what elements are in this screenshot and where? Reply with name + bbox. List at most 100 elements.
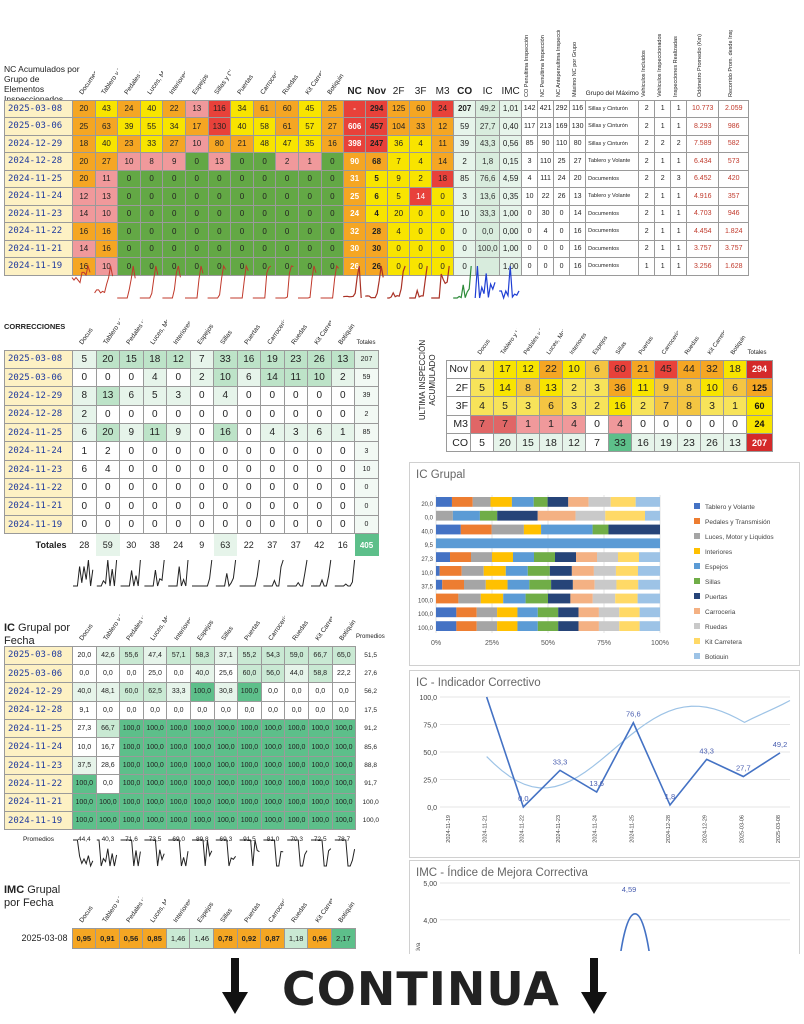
nc-right-cell: 4.454 xyxy=(686,222,720,241)
nc-extra-header-label: 3F xyxy=(414,85,427,97)
nc-right-header-label: CO Penultima Inspección xyxy=(523,34,530,97)
y-tick-label: 100,0 xyxy=(419,695,437,702)
ult-cell: 1 xyxy=(723,396,747,416)
nc-cell: 116 xyxy=(207,99,232,118)
bar-segment xyxy=(497,510,538,521)
icg-cell: 30,8 xyxy=(213,682,239,702)
nc-m3-cell: 18 xyxy=(431,169,455,188)
corr-cell: 16 xyxy=(213,423,238,443)
corr-sparkline xyxy=(239,559,260,587)
nc-2f-cell: 0 xyxy=(387,257,411,276)
y-tick-label: 75,0 xyxy=(423,723,437,730)
bar-segment xyxy=(616,579,639,590)
nc-nov-cell: 6 xyxy=(365,187,389,206)
corr-header: Espejos xyxy=(190,290,213,350)
nc-right-cell: 10 xyxy=(521,187,539,206)
bar-segment xyxy=(639,621,660,631)
nc-cell: 0 xyxy=(207,169,232,188)
nc-cell: 0 xyxy=(207,187,232,206)
corr-cell: 0 xyxy=(236,386,261,406)
bar-segment xyxy=(456,621,477,631)
bar-segment xyxy=(436,538,660,549)
corr-total-cell: 37 xyxy=(260,533,284,556)
corr-cell: 0 xyxy=(166,441,191,461)
nc-cell: 0 xyxy=(139,204,164,223)
corr-cell: 0 xyxy=(236,423,261,443)
nc-extra-header-label: M3 xyxy=(435,85,450,97)
ult-cell: 12 xyxy=(562,433,586,453)
nc-cell: 0 xyxy=(297,169,322,188)
corr-cell: 0 xyxy=(142,478,167,498)
legend-label: Carroceria xyxy=(705,609,736,616)
icg-cell: 100,0 xyxy=(307,811,333,831)
nc-cell: 0 xyxy=(207,239,232,258)
nc-right-cell: 1 xyxy=(654,239,672,258)
nc-cell: 0 xyxy=(117,187,141,206)
x-tick-label: 2024-11-25 xyxy=(629,815,635,843)
icg-cell: 100,0 xyxy=(284,719,309,739)
bar-segment xyxy=(598,621,620,631)
icg-header: Interiores xyxy=(167,578,191,646)
nc-cell: 0 xyxy=(252,222,277,241)
icg-avg-label: Promedios xyxy=(22,835,55,843)
corr-cell: 0 xyxy=(283,496,308,517)
nc-2f-cell: 7 xyxy=(387,152,411,171)
bar-segment xyxy=(436,497,452,507)
y-tick-label: 40,0 xyxy=(421,529,433,535)
imcg-header: Ruedas xyxy=(284,874,308,928)
icg-header-label: Carroceria xyxy=(267,612,285,642)
icg-header: Carroceria xyxy=(261,578,285,646)
bar-segment xyxy=(491,524,524,535)
ult-cell: 7 xyxy=(585,433,609,453)
nc-right-cell: 0 xyxy=(553,204,571,223)
icg-cell: 55,6 xyxy=(119,645,144,665)
nc-m3-cell: 0 xyxy=(431,239,455,258)
corr-row-total: 59 xyxy=(354,367,379,388)
corr-cell: 0 xyxy=(95,496,120,517)
nc-cell: 20 xyxy=(72,99,96,118)
corr-cell: 26 xyxy=(307,349,332,369)
corr-title: CORRECCIONES xyxy=(4,322,66,331)
nc-cell: 0 xyxy=(230,152,254,171)
nc-right-cell: 14 xyxy=(569,204,587,223)
nc-cell: 0 xyxy=(297,222,322,241)
corr-row-date: 2024-11-19 xyxy=(4,515,73,535)
nc-cell: 0 xyxy=(184,152,209,171)
nc-ic-cell: 49,2 xyxy=(475,99,501,118)
corr-cell: 0 xyxy=(236,459,261,480)
nc-group-header-label: Carroceria xyxy=(258,66,276,96)
icg-cell: 54,3 xyxy=(260,645,286,665)
nc-cell: 0 xyxy=(117,257,141,276)
corr-cell: 0 xyxy=(72,515,97,535)
nc-total-cell: 26 xyxy=(343,257,367,276)
bar-segment xyxy=(618,552,640,562)
nc-right-cell: 10.773 xyxy=(686,99,720,118)
nc-right-cell: 110 xyxy=(537,152,555,171)
icg-header: Luces, Motor y Liquidos xyxy=(143,578,167,646)
nc-total-cell: 24 xyxy=(343,204,367,223)
corr-row-total: 3 xyxy=(354,441,379,461)
nc-cell: 63 xyxy=(94,117,119,136)
corr-cell: 0 xyxy=(189,386,214,406)
nc-right-cell: 357 xyxy=(718,187,750,206)
icg-cell: 100,0 xyxy=(260,774,286,794)
icg-cell: 0,0 xyxy=(189,700,215,721)
icg-cell: 100,0 xyxy=(284,792,309,813)
icg-cell: 40,0 xyxy=(72,682,97,702)
corr-cell: 0 xyxy=(236,441,261,461)
imcg-header-label: Tablero y Volante xyxy=(101,879,120,924)
nc-m3-cell: 12 xyxy=(431,117,455,136)
nc-right-cell: 2 xyxy=(638,222,656,241)
nc-cell: 0 xyxy=(252,257,277,276)
ult-cell: 12 xyxy=(516,359,540,379)
legend-swatch xyxy=(694,533,700,539)
nc-m3-cell: 11 xyxy=(431,134,455,153)
icg-row-avg: 100,0 xyxy=(362,817,380,825)
icg-row: 2024-11-22 100,0 0,0 100,0 100,0 100,0 100,0 10… xyxy=(4,774,386,794)
data-label: 33,3 xyxy=(553,757,568,766)
nc-cell: 0 xyxy=(297,204,322,223)
corr-row: 2025-03-08 5 20 15 18 12 7 33 16 19 23 26 13 207 xyxy=(4,349,379,369)
corr-cell: 0 xyxy=(189,515,214,535)
nc-cell: 20 xyxy=(72,169,96,188)
icg-row-avg: 27,6 xyxy=(364,670,377,678)
